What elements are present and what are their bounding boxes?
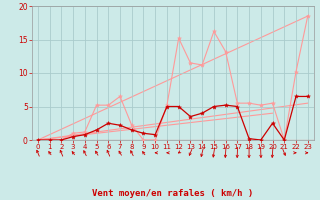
Text: Vent moyen/en rafales ( km/h ): Vent moyen/en rafales ( km/h ) [92, 189, 253, 198]
